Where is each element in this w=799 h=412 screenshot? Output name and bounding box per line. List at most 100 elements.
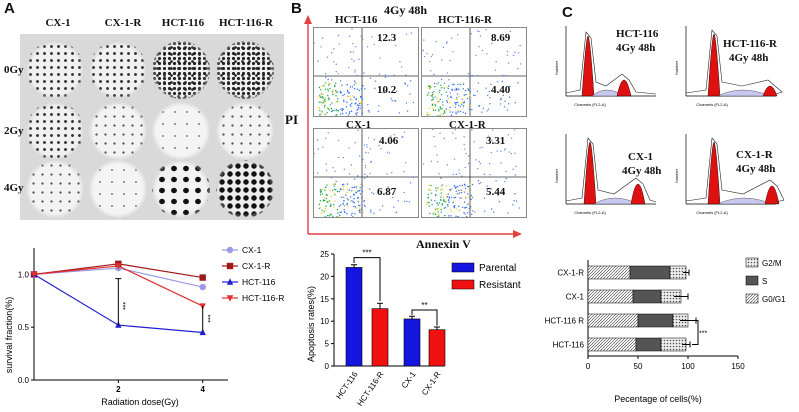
flow-event-dot bbox=[486, 53, 488, 55]
flow-event-dot bbox=[463, 143, 465, 146]
flow-event-dot bbox=[322, 101, 324, 104]
flow-event-dot bbox=[436, 208, 439, 211]
flow-event-dot bbox=[454, 204, 456, 207]
flow-event-dot bbox=[514, 152, 516, 154]
flow-event-dot bbox=[343, 99, 345, 102]
flow-event-dot bbox=[329, 104, 331, 106]
flow-event-dot bbox=[336, 208, 339, 211]
flow-event-dot bbox=[481, 146, 483, 149]
flow-event-dot bbox=[384, 74, 386, 77]
cellcycle-segment bbox=[587, 265, 631, 280]
flow-event-dot bbox=[506, 109, 509, 111]
flow-event-dot bbox=[333, 85, 336, 88]
flow-event-dot bbox=[330, 107, 333, 110]
flow-event-dot bbox=[512, 204, 514, 206]
cc-label-line2: 4Gy 48h bbox=[736, 163, 776, 175]
hist-g2-peak bbox=[616, 79, 632, 97]
flow-event-dot bbox=[353, 186, 355, 189]
flow-event-dot bbox=[455, 103, 457, 106]
flow-event-dot bbox=[468, 202, 470, 205]
flow-event-dot bbox=[499, 103, 502, 105]
flow-event-dot bbox=[483, 173, 486, 175]
flow-event-dot bbox=[443, 137, 445, 140]
cc-label-line1: CX-1 bbox=[628, 151, 654, 163]
hist-axis-x: Channels (FL2-A) bbox=[574, 102, 606, 107]
flow-event-dot bbox=[463, 101, 465, 104]
survival-point bbox=[30, 271, 38, 279]
flow-event-dot bbox=[467, 185, 470, 188]
cellcycle-xtick-label: 150 bbox=[731, 362, 745, 371]
flow-event-dot bbox=[478, 160, 480, 163]
plate-cx1-0gy bbox=[26, 41, 84, 99]
flow-event-dot bbox=[353, 205, 355, 208]
flow-event-dot bbox=[439, 188, 442, 191]
flow-event-dot bbox=[509, 85, 511, 88]
flow-event-dot bbox=[434, 145, 436, 148]
apoptosis-annotation: ** bbox=[421, 301, 427, 310]
flow-event-dot bbox=[517, 67, 519, 70]
flow-event-dot bbox=[455, 173, 458, 176]
flow-event-dot bbox=[335, 101, 338, 103]
flow-event-dot bbox=[469, 188, 471, 191]
flow-event-dot bbox=[371, 192, 373, 194]
hist-trace bbox=[565, 137, 657, 203]
flow-event-dot bbox=[329, 83, 331, 85]
cellcycle-legend-label: G0/G1 bbox=[762, 295, 786, 304]
flow-event-dot bbox=[337, 212, 339, 214]
flow-event-dot bbox=[335, 180, 337, 183]
flow-event-dot bbox=[468, 108, 471, 110]
cellcycle-segment bbox=[637, 313, 674, 328]
flow-event-dot bbox=[497, 194, 499, 196]
flow-event-dot bbox=[468, 155, 470, 157]
flow-event-dot bbox=[333, 192, 335, 194]
flow-event-dot bbox=[460, 191, 463, 194]
flow-event-dot bbox=[490, 151, 492, 154]
flow-event-dot bbox=[461, 101, 463, 104]
flow-event-dot bbox=[320, 212, 322, 215]
col-header-hct116r: HCT-116-R bbox=[219, 17, 273, 29]
flow-event-dot bbox=[346, 183, 349, 185]
flow-event-dot bbox=[514, 102, 516, 104]
flow-event-dot bbox=[456, 89, 458, 91]
flow-x-arrow bbox=[513, 230, 522, 238]
flow-event-dot bbox=[342, 203, 345, 205]
flow-event-dot bbox=[468, 187, 470, 189]
flow-event-dot bbox=[349, 111, 351, 113]
hist-axis-y: Number bbox=[554, 60, 559, 75]
flow-event-dot bbox=[358, 102, 361, 105]
flow-event-dot bbox=[440, 113, 442, 115]
flow-event-dot bbox=[395, 44, 397, 47]
flow-event-dot bbox=[453, 206, 456, 209]
flow-event-dot bbox=[430, 70, 432, 72]
flow-event-dot bbox=[359, 207, 361, 209]
flow-event-dot bbox=[466, 97, 469, 100]
flow-event-dot bbox=[364, 167, 367, 169]
flow-event-dot bbox=[454, 89, 456, 91]
flow-event-dot bbox=[410, 32, 413, 34]
survival-legend-label: HCT-116 bbox=[242, 277, 276, 287]
flow-event-dot bbox=[330, 52, 333, 54]
flow-event-dot bbox=[343, 208, 345, 211]
cc-label-line2: 4Gy 48h bbox=[729, 52, 769, 64]
flow-event-dot bbox=[412, 101, 415, 104]
flow-event-dot bbox=[460, 102, 462, 105]
flow-upper-hct116r: 8.69 bbox=[491, 32, 511, 44]
flow-event-dot bbox=[434, 96, 436, 98]
flow-event-dot bbox=[476, 90, 479, 92]
flow-event-dot bbox=[377, 110, 380, 113]
flow-event-dot bbox=[448, 109, 450, 112]
cc-hist-hct116r: Number Channels (FL2-A) bbox=[672, 18, 788, 108]
flow-event-dot bbox=[325, 76, 327, 79]
panel-c-letter: C bbox=[562, 4, 573, 21]
flow-event-dot bbox=[326, 201, 328, 203]
flow-event-dot bbox=[459, 184, 461, 187]
flow-event-dot bbox=[433, 90, 435, 93]
flow-event-dot bbox=[482, 107, 485, 110]
flow-event-dot bbox=[325, 209, 327, 211]
flow-event-dot bbox=[506, 50, 509, 53]
flow-event-dot bbox=[346, 213, 348, 215]
apoptosis-xtick-label: HCT-116 bbox=[334, 370, 360, 401]
flow-event-dot bbox=[496, 81, 499, 83]
flow-event-dot bbox=[327, 132, 329, 134]
flow-event-dot bbox=[508, 96, 511, 98]
